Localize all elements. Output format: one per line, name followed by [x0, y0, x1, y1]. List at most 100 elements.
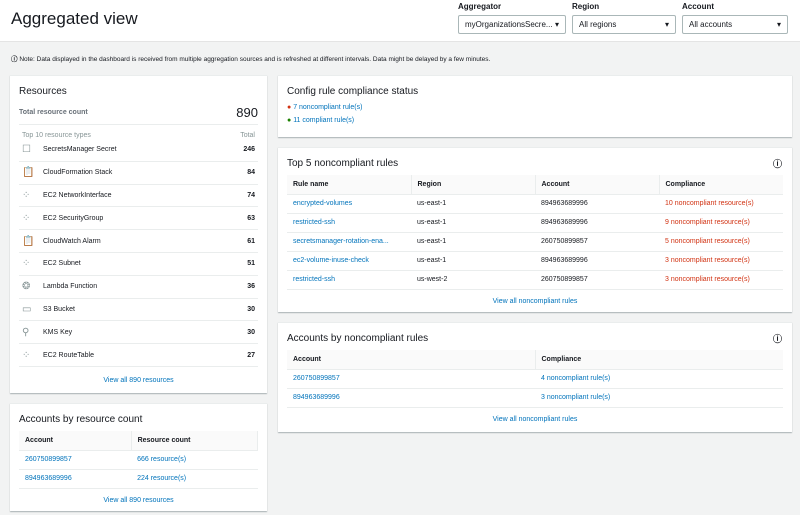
- resource-type-count: 27: [247, 351, 255, 359]
- aggregator-select[interactable]: myOrganizationsSecre... ▾: [458, 15, 566, 34]
- table-row: encrypted-volumes us-east-1 894963689996 10…: [287, 194, 783, 214]
- table-row: restricted-ssh us-east-1 894963689996 9 non…: [287, 213, 783, 233]
- network-icon: ⁘: [22, 349, 31, 361]
- table-row: ec2-volume-inuse-check us-east-1 894963689…: [287, 251, 783, 271]
- resource-type-name: EC2 NetworkInterface: [43, 191, 112, 199]
- resource-type-count: 84: [247, 169, 255, 177]
- resources-card: Resources Total resource count 890 Top 1…: [10, 75, 267, 393]
- view-all-resources-link[interactable]: View all 890 resources: [103, 496, 174, 504]
- types-header: Top 10 resource types Total: [22, 132, 255, 139]
- region-value: All regions: [579, 20, 617, 29]
- account-link[interactable]: 260750899857: [293, 375, 340, 382]
- resource-count-link[interactable]: 666 resource(s): [137, 456, 187, 463]
- noncompliant-rules-link[interactable]: 7 noncompliant rule(s): [293, 104, 363, 111]
- clipboard-icon: 📋: [22, 167, 35, 179]
- resource-type-name: EC2 SecurityGroup: [43, 214, 104, 222]
- info-icon[interactable]: ⓘ: [772, 334, 782, 344]
- col-compliance: Compliance: [659, 175, 783, 195]
- noncompliant-resources-link[interactable]: 10 noncompliant resource(s): [665, 200, 754, 207]
- rule-name-link[interactable]: encrypted-volumes: [293, 200, 353, 207]
- view-all-resources-link[interactable]: View all 890 resources: [103, 376, 174, 384]
- region-select[interactable]: All regions ▾: [572, 15, 676, 34]
- noncompliant-resources-link[interactable]: 3 noncompliant resource(s): [665, 257, 750, 264]
- region-label: Region: [572, 2, 600, 11]
- resource-type-row[interactable]: ⁘ EC2 Subnet 51: [19, 253, 258, 276]
- info-icon[interactable]: ⓘ: [772, 159, 782, 169]
- account-cell: 260750899857: [535, 232, 659, 252]
- view-all-noncompliant-rules-link[interactable]: View all noncompliant rules: [492, 415, 578, 423]
- col-region: Region: [411, 175, 536, 195]
- compliance-link[interactable]: 4 noncompliant rule(s): [541, 375, 611, 382]
- table-row: 894963689996 3 noncompliant rule(s): [287, 388, 783, 408]
- resource-type-row[interactable]: ⁘ EC2 SecurityGroup 63: [19, 207, 258, 231]
- resource-count-link[interactable]: 224 resource(s): [137, 475, 187, 482]
- compliant-rules-link[interactable]: 11 compliant rule(s): [293, 117, 355, 124]
- bucket-icon: ▭: [22, 303, 32, 315]
- account-link[interactable]: 894963689996: [25, 475, 72, 482]
- accounts-by-noncompliant-title: Accounts by noncompliant rules: [287, 333, 429, 344]
- rule-name-link[interactable]: restricted-ssh: [293, 219, 336, 226]
- resource-type-row[interactable]: ☐ SecretsManager Secret 246: [19, 139, 258, 162]
- view-all-noncompliant-rules-link[interactable]: View all noncompliant rules: [492, 297, 578, 305]
- error-icon: ●: [287, 104, 292, 111]
- account-cell: 260750899857: [535, 270, 659, 290]
- table-row: secretsmanager-rotation-ena... us-east-1 2…: [287, 232, 783, 252]
- resource-type-row[interactable]: ▭ S3 Bucket 30: [19, 299, 258, 322]
- account-select[interactable]: All accounts ▾: [682, 15, 788, 34]
- region-filter: Region All regions ▾: [572, 2, 676, 34]
- resource-type-count: 63: [247, 214, 255, 222]
- info-note: ⓘ Note: Data displayed in the dashboard …: [11, 53, 490, 63]
- noncompliant-rules-row: ● 7 noncompliant rule(s): [287, 104, 792, 111]
- account-link[interactable]: 260750899857: [25, 456, 72, 463]
- aggregator-filter: Aggregator myOrganizationsSecre... ▾: [458, 2, 566, 34]
- resource-type-row[interactable]: 📋 CloudWatch Alarm 61: [19, 230, 258, 253]
- caret-down-icon: ▾: [776, 20, 781, 29]
- accounts-by-noncompliant-table: Account Compliance 260750899857 4 noncompl…: [287, 350, 783, 408]
- resource-type-count: 74: [247, 191, 255, 199]
- account-cell: 894963689996: [535, 251, 659, 271]
- account-cell: 894963689996: [535, 213, 659, 233]
- rule-name-link[interactable]: secretsmanager-rotation-ena...: [293, 238, 389, 245]
- region-cell: us-east-1: [411, 194, 535, 214]
- resource-type-row[interactable]: ⁘ EC2 NetworkInterface 74: [19, 185, 258, 208]
- accounts-by-resource-table: Account Resource count 260750899857 666 re…: [19, 431, 259, 489]
- resources-title: Resources: [19, 86, 67, 97]
- resource-type-count: 30: [247, 328, 255, 336]
- resource-type-row[interactable]: ⚲ KMS Key 30: [19, 321, 258, 345]
- account-cell: 894963689996: [535, 194, 659, 214]
- resource-type-row[interactable]: ❂ Lambda Function 36: [19, 276, 258, 299]
- key-icon: ⚲: [22, 326, 30, 338]
- region-cell: us-east-1: [411, 251, 535, 271]
- total-count: 890: [236, 104, 258, 120]
- top5-table: Rule name Region Account Compliance encrypt…: [287, 175, 783, 290]
- total-label: Total resource count: [19, 108, 88, 116]
- resource-type-row[interactable]: ⁘ EC2 RouteTable 27: [19, 344, 258, 367]
- account-value: All accounts: [689, 20, 733, 29]
- resource-type-count: 61: [247, 237, 255, 245]
- total-header-label: Total: [240, 132, 255, 139]
- noncompliant-resources-link[interactable]: 9 noncompliant resource(s): [665, 219, 750, 226]
- resource-type-count: 51: [247, 260, 255, 268]
- account-label: Account: [682, 2, 714, 11]
- compliance-link[interactable]: 3 noncompliant rule(s): [541, 394, 611, 401]
- resource-type-count: 36: [247, 283, 255, 291]
- rule-name-link[interactable]: restricted-ssh: [293, 276, 336, 283]
- top5-noncompliant-card: Top 5 noncompliant rules ⓘ Rule name Regi…: [278, 147, 792, 312]
- clipboard-icon: 📋: [22, 235, 35, 247]
- region-cell: us-east-1: [411, 213, 535, 233]
- noncompliant-resources-link[interactable]: 5 noncompliant resource(s): [665, 238, 750, 245]
- note-text: Note: Data displayed in the dashboard is…: [19, 56, 491, 63]
- resource-type-name: KMS Key: [43, 328, 73, 336]
- rule-name-link[interactable]: ec2-volume-inuse-check: [293, 257, 369, 264]
- resource-type-name: EC2 Subnet: [43, 260, 81, 268]
- noncompliant-resources-link[interactable]: 3 noncompliant resource(s): [665, 276, 750, 283]
- account-link[interactable]: 894963689996: [293, 394, 340, 401]
- table-row: 894963689996 224 resource(s): [19, 469, 258, 489]
- resource-type-count: 30: [247, 305, 255, 313]
- secret-icon: ☐: [22, 144, 31, 156]
- account-filter: Account All accounts ▾: [682, 2, 788, 34]
- top5-title: Top 5 noncompliant rules: [287, 158, 399, 169]
- aggregator-value: myOrganizationsSecre...: [465, 20, 553, 29]
- resource-type-row[interactable]: 📋 CloudFormation Stack 84: [19, 162, 258, 185]
- col-compliance: Compliance: [535, 350, 783, 370]
